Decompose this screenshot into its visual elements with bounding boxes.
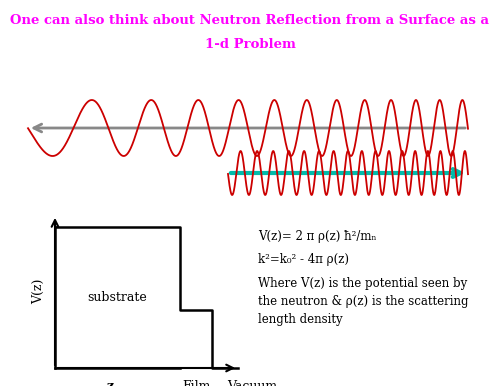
- Text: the neutron & ρ(z) is the scattering: the neutron & ρ(z) is the scattering: [258, 295, 468, 308]
- Text: length density: length density: [258, 313, 342, 326]
- Text: k²=k₀² - 4π ρ(z): k²=k₀² - 4π ρ(z): [258, 253, 349, 266]
- Text: One can also think about Neutron Reflection from a Surface as a: One can also think about Neutron Reflect…: [10, 14, 490, 27]
- Text: 1-d Problem: 1-d Problem: [204, 38, 296, 51]
- Text: substrate: substrate: [88, 291, 148, 304]
- Text: Where V(z) is the potential seen by: Where V(z) is the potential seen by: [258, 277, 467, 290]
- Text: Vacuum: Vacuum: [227, 379, 277, 386]
- Text: V(z): V(z): [32, 279, 46, 304]
- Text: V(z)= 2 π ρ(z) ħ²/mₙ: V(z)= 2 π ρ(z) ħ²/mₙ: [258, 230, 376, 243]
- Text: z: z: [106, 379, 114, 386]
- Text: Film: Film: [182, 379, 210, 386]
